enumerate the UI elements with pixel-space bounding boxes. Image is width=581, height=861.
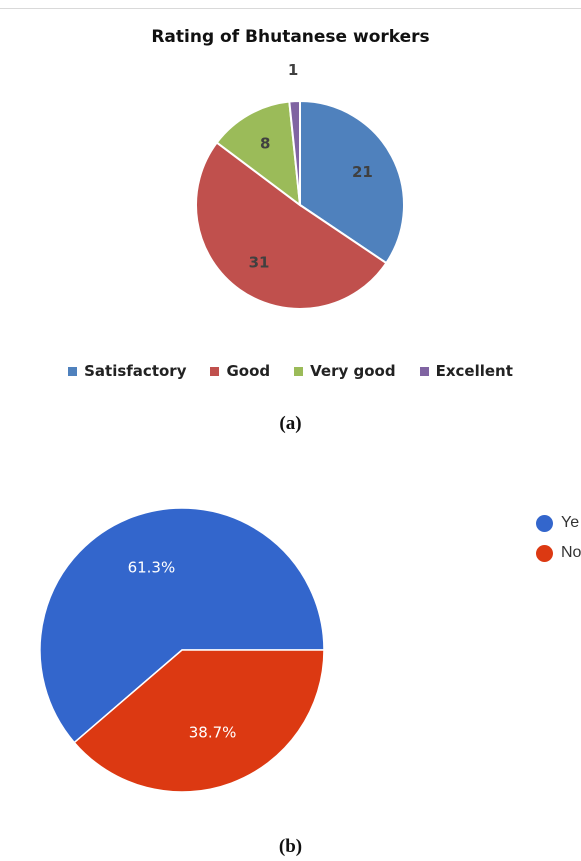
legend-a-label-good: Good bbox=[226, 362, 271, 380]
legend-b-label-yes: Ye bbox=[561, 514, 580, 531]
legend-b-item-yes: Ye bbox=[536, 508, 581, 538]
pie-a-data-label-good: 31 bbox=[249, 254, 270, 272]
pie-b-data-label-ye: 61.3% bbox=[128, 558, 176, 576]
legend-a-swatch-good bbox=[210, 366, 220, 376]
legend-b: Ye No bbox=[536, 508, 581, 568]
legend-a-item-good: Good bbox=[210, 362, 270, 380]
legend-a-swatch-very-good bbox=[294, 366, 304, 376]
pie-chart-a: 21 31 8 1 bbox=[194, 61, 405, 310]
legend-b-dot-yes bbox=[536, 514, 553, 532]
pie-a-data-label-very-good: 8 bbox=[260, 134, 270, 152]
chart-a-title: Rating of Bhutanese workers bbox=[151, 27, 430, 47]
legend-a-label-satisfactory: Satisfactory bbox=[84, 362, 187, 380]
pie-a-slice-good bbox=[194, 141, 388, 310]
legend-a-item-satisfactory: Satisfactory bbox=[68, 362, 186, 380]
pie-b-data-label-no: 38.7% bbox=[189, 724, 237, 742]
legend-a-item-excellent: Excellent bbox=[419, 362, 513, 380]
legend-b-dot-no bbox=[536, 544, 553, 562]
pie-a-data-label-satisfactory: 21 bbox=[352, 163, 373, 181]
legend-b-label-no: No bbox=[561, 544, 581, 561]
legend-a-item-very-good: Very good bbox=[294, 362, 396, 380]
pie-b-slice-no bbox=[73, 649, 325, 793]
pie-b-slice-ye bbox=[39, 507, 325, 744]
pie-a-data-label-excellent: 1 bbox=[288, 61, 298, 79]
pie-a-slice-excellent bbox=[288, 99, 301, 206]
caption-b: (b) bbox=[278, 836, 303, 857]
caption-a: (a) bbox=[279, 413, 302, 434]
legend-b-item-no: No bbox=[536, 538, 581, 568]
pie-a-slice-very-good bbox=[215, 100, 302, 208]
legend-a-label-excellent: Excellent bbox=[435, 362, 513, 380]
top-divider bbox=[0, 8, 581, 9]
legend-a: Satisfactory Good Very good Excellent bbox=[0, 362, 581, 380]
pie-chart-b: 61.3% 38.7% bbox=[39, 507, 325, 793]
legend-a-swatch-excellent bbox=[419, 366, 429, 376]
legend-a-swatch-satisfactory bbox=[68, 366, 78, 376]
legend-a-label-very-good: Very good bbox=[310, 362, 396, 380]
pie-a-slice-satisfactory bbox=[299, 99, 405, 265]
